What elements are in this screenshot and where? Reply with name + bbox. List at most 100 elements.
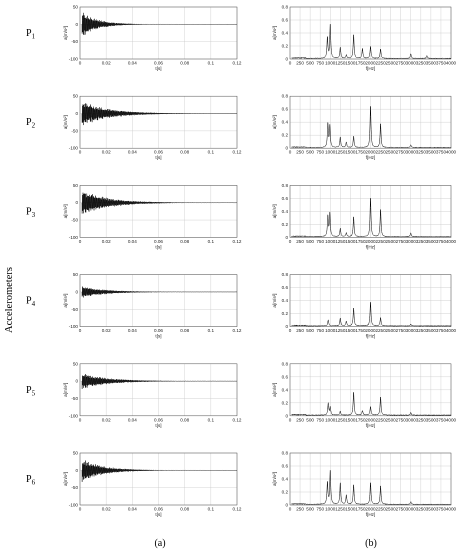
xtick-label: 2750: [396, 61, 407, 66]
series-line: [291, 106, 452, 149]
xtick-label: 4000: [446, 61, 457, 66]
series-line: [81, 286, 238, 298]
xtick-label: 1000: [325, 239, 336, 244]
panel-b-p2: 0.80.60.40.200 250 500 750 1000 1250 1500 1750 2…: [272, 94, 457, 161]
xtick-label: 0.1: [208, 507, 215, 512]
panel-a-p1: 500-50-1000 0.02 0.04 0.06 0.08 0.1 0.12t[s]a[…: [63, 5, 242, 72]
xtick-label: 3250: [416, 328, 427, 333]
xtick-label: 0: [289, 417, 292, 422]
xtick-label: 4000: [446, 150, 457, 155]
xtick-label: 0.06: [154, 150, 163, 155]
ytick-label: -50: [71, 128, 78, 133]
xtick-label: 1000: [325, 417, 336, 422]
ytick-label: -100: [69, 235, 79, 240]
xtick-label: 0: [79, 239, 82, 244]
plot-frame: [79, 6, 238, 60]
xtick-label: 750: [316, 507, 324, 512]
xtick-label: 3000: [406, 239, 417, 244]
ytick-label: 0.4: [282, 209, 289, 214]
series-line: [291, 392, 452, 417]
plot-frame: [79, 95, 238, 149]
plot-frame: [79, 363, 238, 417]
x-axis-label: f[Hz]: [366, 423, 375, 428]
ytick-label: 0.8: [282, 361, 289, 366]
xtick-label: 3500: [426, 61, 437, 66]
panel-b-p6: 0.80.60.40.200 250 500 750 1000 1250 1500 1750 2…: [272, 451, 457, 518]
series-line: [81, 12, 238, 35]
xtick-label: 1500: [345, 328, 356, 333]
xtick-label: 0: [289, 328, 292, 333]
xtick-label: 500: [306, 239, 314, 244]
ytick-label: 0.2: [282, 44, 289, 49]
x-axis-label: f[Hz]: [366, 66, 375, 71]
xtick-label: 0.08: [180, 150, 189, 155]
xtick-label: 3250: [416, 239, 427, 244]
xtick-label: 0.12: [233, 328, 242, 333]
ytick-label: 0.4: [282, 298, 289, 303]
ytick-label: 0: [75, 111, 78, 116]
ytick-label: 50: [73, 451, 79, 456]
xtick-label: 3500: [426, 328, 437, 333]
xtick-label: 3500: [426, 150, 437, 155]
row-label-p3: P3: [26, 206, 36, 219]
ytick-label: -50: [71, 396, 78, 401]
xtick-label: 250: [296, 150, 304, 155]
xtick-label: 3000: [406, 507, 417, 512]
xtick-label: 2250: [375, 417, 386, 422]
xtick-label: 0.08: [180, 417, 189, 422]
x-axis-label: t[s]: [155, 334, 161, 339]
xtick-label: 0.12: [233, 507, 242, 512]
xtick-label: 2500: [386, 150, 397, 155]
xtick-label: 0.12: [233, 417, 242, 422]
xtick-label: 0: [289, 507, 292, 512]
xtick-label: 3250: [416, 417, 427, 422]
xtick-label: 1250: [335, 239, 346, 244]
xtick-label: 2250: [375, 507, 386, 512]
panel-a-p6: 500-50-1000 0.02 0.04 0.06 0.08 0.1 0.12t[s]a[…: [63, 451, 242, 518]
xtick-label: 0.04: [128, 239, 137, 244]
ytick-label: 0.4: [282, 477, 289, 482]
ytick-label: 0.8: [282, 5, 289, 10]
xtick-label: 4000: [446, 239, 457, 244]
xtick-label: 3750: [436, 507, 447, 512]
panel-b-p4: 0.80.60.40.200 250 500 750 1000 1250 1500 1750 2…: [272, 272, 457, 339]
ytick-label: 0.6: [282, 196, 289, 201]
xtick-label: 2000: [365, 61, 376, 66]
xtick-label: 0: [289, 61, 292, 66]
xtick-label: 0.02: [102, 150, 111, 155]
xtick-label: 0.1: [208, 328, 215, 333]
xtick-label: 0.1: [208, 61, 215, 66]
ytick-label: 0: [285, 146, 288, 151]
xtick-label: 2000: [365, 150, 376, 155]
xtick-label: 0.12: [233, 239, 242, 244]
series-line: [291, 23, 452, 60]
ytick-label: 0: [75, 379, 78, 384]
ytick-label: -100: [69, 324, 79, 329]
xtick-label: 500: [306, 507, 314, 512]
x-axis-label: t[s]: [155, 244, 161, 249]
xtick-label: 250: [296, 417, 304, 422]
xtick-label: 0.08: [180, 61, 189, 66]
ytick-label: -100: [69, 413, 79, 418]
figure-ylabel: Accelerometers: [4, 267, 15, 333]
ytick-label: 0.6: [282, 285, 289, 290]
ytick-label: 0: [75, 289, 78, 294]
xtick-label: 2250: [375, 239, 386, 244]
plot-frame: [289, 363, 452, 417]
ytick-label: 50: [73, 94, 79, 99]
xtick-label: 1250: [335, 150, 346, 155]
x-axis-label: t[s]: [155, 423, 161, 428]
xtick-label: 3500: [426, 239, 437, 244]
xtick-label: 1750: [355, 417, 366, 422]
xtick-label: 1500: [345, 61, 356, 66]
ytick-label: 0: [285, 503, 288, 508]
xtick-label: 2250: [375, 150, 386, 155]
xtick-label: 2750: [396, 239, 407, 244]
xtick-label: 0.06: [154, 507, 163, 512]
xtick-label: 0.02: [102, 239, 111, 244]
y-axis-label: a[m/s²]: [272, 115, 277, 129]
x-axis-label: t[s]: [155, 512, 161, 517]
xtick-label: 500: [306, 328, 314, 333]
row-label-p2: P2: [26, 117, 36, 130]
xtick-label: 0: [79, 328, 82, 333]
